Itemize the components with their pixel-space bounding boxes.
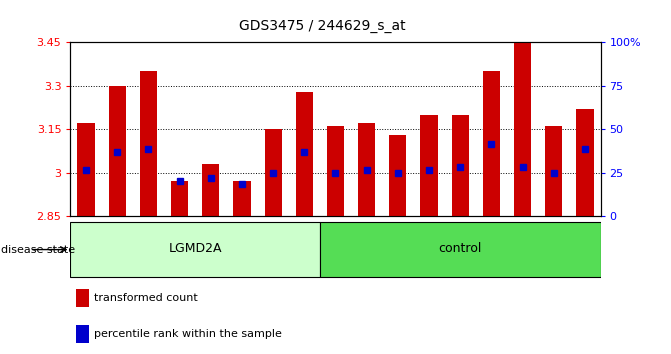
Bar	[421, 115, 437, 216]
Bar	[452, 115, 469, 216]
Bar	[320, 222, 601, 277]
Bar	[264, 129, 282, 216]
Bar	[140, 72, 157, 216]
Bar	[70, 222, 320, 277]
Text: percentile rank within the sample: percentile rank within the sample	[95, 329, 282, 339]
Bar	[202, 164, 219, 216]
Bar	[171, 181, 188, 216]
Bar	[389, 135, 407, 216]
Bar	[234, 181, 250, 216]
Text: GDS3475 / 244629_s_at: GDS3475 / 244629_s_at	[239, 19, 405, 34]
Bar	[576, 109, 594, 216]
Text: disease state: disease state	[1, 245, 75, 255]
Text: transformed count: transformed count	[95, 293, 198, 303]
Bar	[546, 126, 562, 216]
Text: control: control	[439, 242, 482, 255]
Bar	[76, 325, 89, 343]
Text: LGMD2A: LGMD2A	[168, 242, 222, 255]
Bar	[514, 42, 531, 216]
Bar	[358, 124, 375, 216]
Bar	[296, 92, 313, 216]
Bar	[483, 72, 500, 216]
Bar	[76, 289, 89, 307]
Bar	[77, 124, 95, 216]
Bar	[109, 86, 125, 216]
Bar	[327, 126, 344, 216]
